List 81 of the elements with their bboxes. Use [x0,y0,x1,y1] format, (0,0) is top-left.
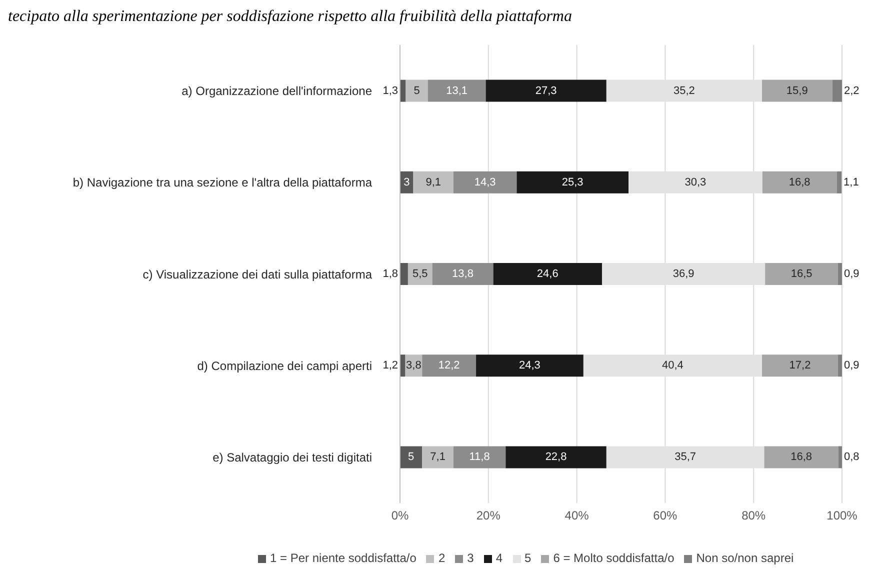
bar [506,446,606,468]
data-label: 13,1 [446,84,468,97]
data-label: 17,2 [789,360,811,372]
data-label: 11,8 [469,451,490,464]
bar [764,446,838,468]
data-label: 24,3 [519,360,540,372]
data-label: 5 [408,451,414,464]
bar [762,80,832,102]
data-label: 24,6 [536,268,558,280]
data-label: 30,3 [684,176,706,188]
data-label: 16,5 [790,268,812,280]
data-label: 0,9 [844,268,860,280]
data-label: 35,7 [674,451,696,464]
chart-title: tecipato alla sperimentazione per soddisfazione rispetto alla fruibilità della piattaforma [8,8,573,26]
bar [406,80,428,102]
data-label: 36,9 [672,268,694,280]
x-tick-label: 40% [564,508,590,523]
data-label: 27,3 [535,84,557,97]
x-tick-label: 60% [653,508,678,523]
data-label: 40,4 [662,360,684,372]
bar [400,263,408,286]
data-label: 5,5 [412,268,428,280]
data-label: 16,8 [790,451,812,464]
legend-label: 3 [467,551,474,565]
bar [428,80,486,102]
bar [838,263,842,286]
data-label: 5 [414,84,420,97]
bar [408,263,432,286]
bar [400,354,406,377]
bar [422,446,454,468]
y-tick-label: e) Salvataggio dei testi digitati [212,450,372,464]
data-label: 16,8 [788,176,810,188]
y-tick-label: a) Organizzazione dell'informazione [182,84,372,98]
x-tick-label: 100% [826,508,858,523]
data-label: 22,8 [545,451,567,464]
bar [832,80,842,102]
bar [453,446,506,468]
bar [765,263,838,286]
legend-label: 1 = Per niente soddisfatta/o [270,551,416,565]
bar [762,354,838,377]
bar [762,171,837,194]
x-tick-label: 80% [742,508,766,523]
data-label: 1,8 [382,268,398,280]
bar [493,263,602,286]
bar [838,354,842,377]
legend-label: 2 [438,551,446,565]
bar [838,446,842,468]
x-tick-label: 0% [391,508,409,523]
data-label: 1,2 [382,360,398,372]
bar [422,354,476,377]
data-label: 1,1 [844,176,859,188]
data-label: 2,2 [844,84,860,97]
data-label: 14,3 [474,176,496,188]
bar [453,171,517,194]
bar [516,171,629,194]
data-label: 12,2 [438,360,460,372]
data-label: 13,8 [452,268,474,280]
data-label: 3 [404,176,410,188]
data-label: 1,3 [382,84,398,97]
data-label: 7,1 [430,451,446,464]
data-label: 25,3 [562,176,584,188]
legend-label: 5 [524,551,532,565]
bar [486,80,606,102]
legend-label: 4 [496,551,502,565]
bar [836,171,842,194]
data-label: 0,8 [844,451,860,464]
y-tick-label: b) Navigazione tra una sezione e l'altra della piattaforma [72,176,372,190]
data-label: 35,2 [673,84,695,97]
legend-label: Non so/non saprei [696,551,794,565]
y-tick-label: c) Visualizzazione dei dati sulla piattaforma [142,267,372,282]
bar [432,263,494,286]
data-label: 3,8 [406,360,422,372]
bar [476,354,584,377]
legend-label: 6 = Molto soddisfatta/o [553,551,674,565]
y-tick-label: d) Compilazione dei campi aperti [197,358,372,373]
data-label: 0,9 [844,360,860,372]
data-label: 9,1 [426,176,442,188]
bar [400,446,422,468]
data-label: 15,9 [786,84,808,97]
x-tick-label: 20% [476,508,501,523]
bar [413,171,454,194]
